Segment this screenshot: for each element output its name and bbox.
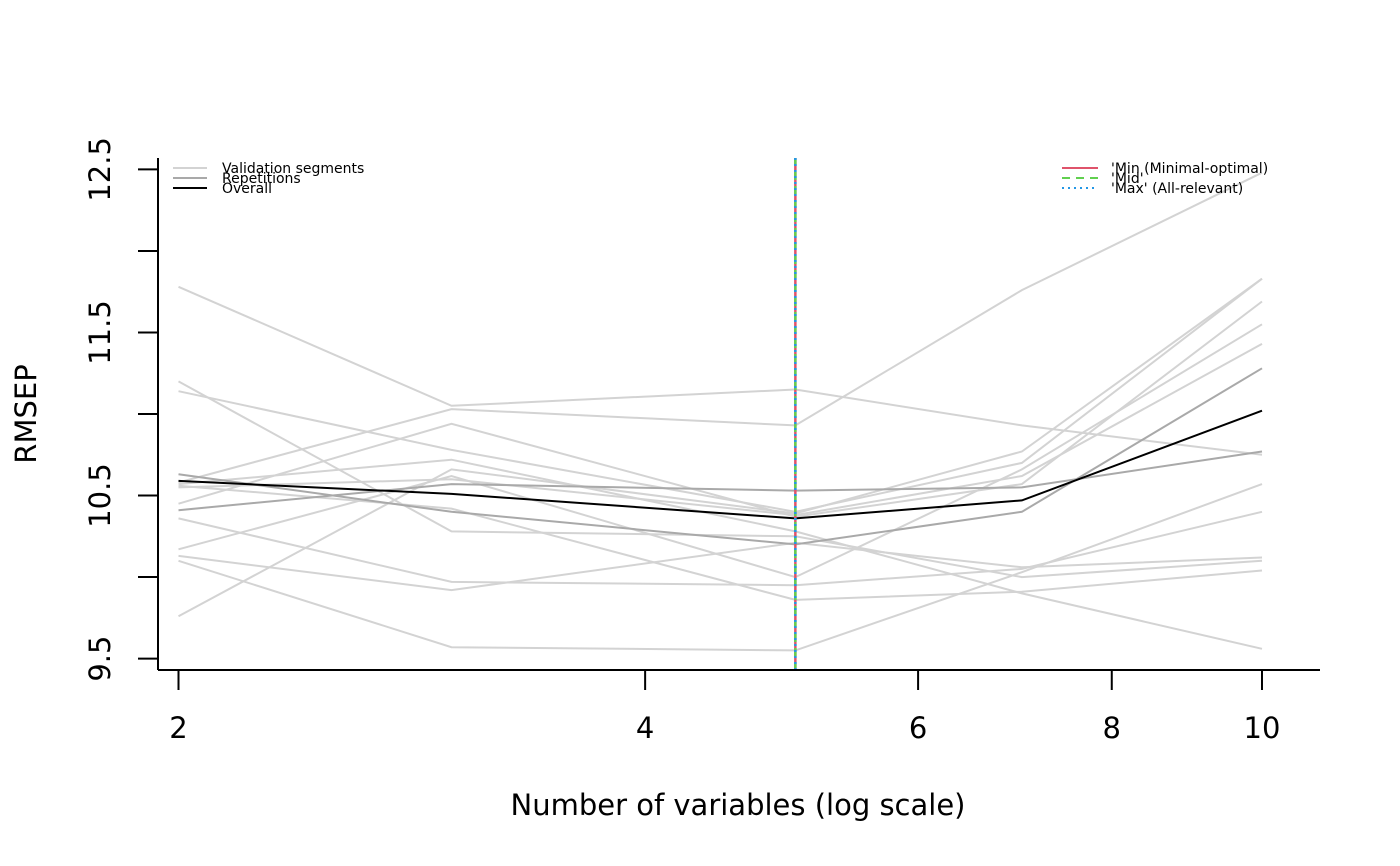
y-tick-label: 10.5 [83,463,117,528]
legend-label: Repetitions [222,171,301,187]
x-ticks: 2 4 6 8 10 [169,670,1280,745]
x-tick-label: 8 [1103,711,1121,745]
x-tick-label: 6 [909,711,927,745]
repetition-line-2 [178,450,1263,512]
x-tick-label: 4 [636,711,654,745]
x-tick-label: 10 [1244,711,1281,745]
validation-segment-line-6 [178,300,1263,518]
legend-label: 'Min (Minimal-optimal) [1111,161,1268,177]
x-tick-label: 2 [169,711,187,745]
axes: 2 4 6 8 10 9.5 10.5 11.5 12.5 [83,137,1320,745]
y-tick-label: 12.5 [83,137,117,202]
legend-right: 'Min (Minimal-optimal)'Mid''Max' (All-re… [1062,161,1268,197]
validation-segment-line-2 [178,380,1263,579]
y-axis-label: RMSEP [9,364,43,463]
legend-label: 'Max' (All-relevant) [1111,181,1243,197]
y-tick-label: 11.5 [83,300,117,365]
validation-segment-line-10 [178,483,1263,652]
y-ticks: 9.5 10.5 11.5 12.5 [83,137,158,682]
plot-lines [178,171,1263,652]
validation-segment-line-8 [178,323,1263,579]
x-axis-label: Number of variables (log scale) [511,788,966,822]
validation-segment-line-1 [178,285,1263,456]
validation-segment-line-12 [178,171,1263,484]
legend-label: Validation segments [222,161,364,177]
y-tick-label: 9.5 [83,636,117,682]
legend-label: 'Mid' [1111,171,1144,187]
validation-segment-line-7 [178,510,1263,587]
legend-label: Overall [222,181,272,197]
validation-segment-line-11 [178,277,1263,618]
